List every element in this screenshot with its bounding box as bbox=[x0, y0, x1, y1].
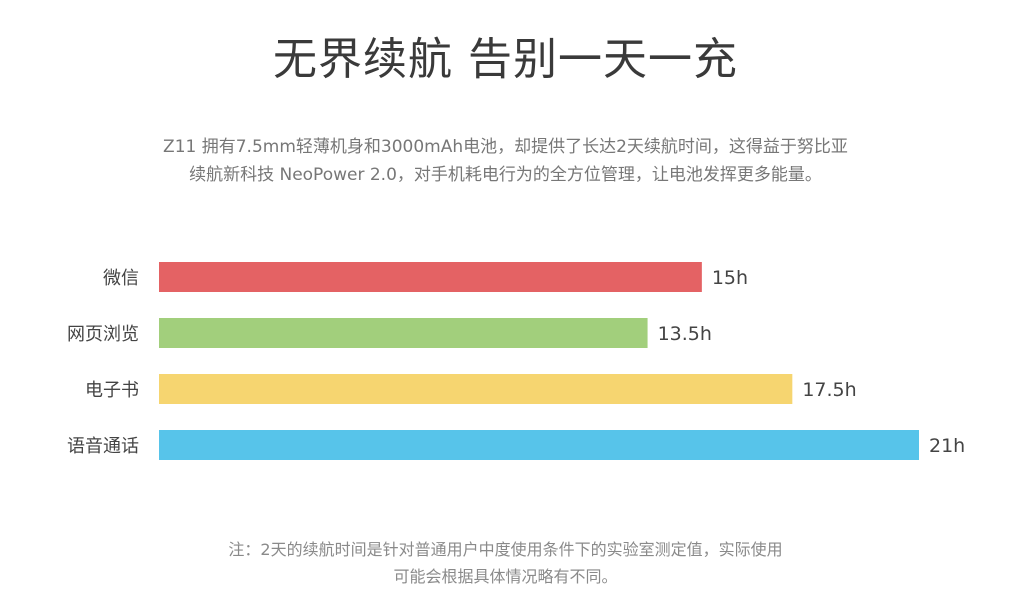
category-label: 语音通话 bbox=[67, 436, 139, 457]
page-title: 无界续航 告别一天一充 bbox=[273, 34, 738, 85]
value-label: 15h bbox=[712, 267, 748, 289]
footnote-line-2: 可能会根据具体情况略有不同。 bbox=[393, 567, 618, 586]
bar bbox=[159, 318, 648, 348]
value-label: 17.5h bbox=[802, 379, 856, 401]
footnote-line-1: 注：2天的续航时间是针对普通用户中度使用条件下的实验室测定值，实际使用 bbox=[228, 540, 783, 559]
battery-life-bar-chart: 微信 15h 网页浏览 13.5h 电子书 17.5h 语音通话 21h bbox=[67, 262, 965, 460]
bar bbox=[159, 262, 702, 292]
category-label: 电子书 bbox=[85, 380, 139, 401]
bar bbox=[159, 430, 919, 460]
value-label: 13.5h bbox=[658, 323, 712, 345]
footnote: 注：2天的续航时间是针对普通用户中度使用条件下的实验室测定值，实际使用 可能会根… bbox=[0, 536, 1011, 590]
description-line-2: 续航新科技 NeoPower 2.0，对手机耗电行为的全方位管理，让电池发挥更多… bbox=[189, 165, 822, 185]
description-line-1: Z11 拥有7.5mm轻薄机身和3000mAh电池，却提供了长达2天续航时间，这… bbox=[163, 137, 848, 157]
bar bbox=[159, 374, 793, 404]
description: Z11 拥有7.5mm轻薄机身和3000mAh电池，却提供了长达2天续航时间，这… bbox=[0, 133, 1011, 189]
category-label: 微信 bbox=[103, 268, 139, 289]
category-label: 网页浏览 bbox=[67, 324, 139, 345]
value-label: 21h bbox=[929, 435, 965, 457]
